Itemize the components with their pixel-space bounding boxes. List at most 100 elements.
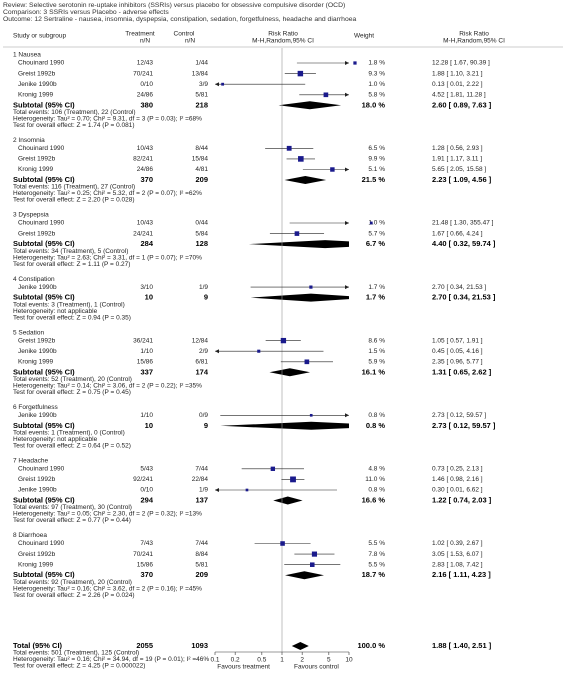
study-name: Kronig 1999 xyxy=(18,561,53,568)
weight: 5.9 % xyxy=(368,359,385,366)
risk-ratio: 0.73 [ 0.25, 2.13 ] xyxy=(432,466,483,473)
diamond xyxy=(250,293,349,302)
treatment: 1/10 xyxy=(140,412,153,419)
weight: 5.5 % xyxy=(368,540,385,547)
study-name: Chouinard 1990 xyxy=(18,60,65,67)
ci-arrow xyxy=(215,82,219,87)
risk-ratio: 1.88 [ 1.40, 2.51 ] xyxy=(432,641,492,650)
risk-ratio: 0.13 [ 0.01, 2.22 ] xyxy=(432,81,483,88)
weight: 7.8 % xyxy=(368,551,385,558)
col-plot-sub: M-H,Random,95% CI xyxy=(252,38,314,45)
study-name: Greist 1992b xyxy=(18,551,56,558)
control: 3/9 xyxy=(199,81,208,88)
treatment: 294 xyxy=(140,495,153,504)
control: 13/84 xyxy=(192,70,209,77)
group-name: 5 Sedation xyxy=(13,329,44,336)
risk-ratio: 2.70 [ 0.34, 21.53 ] xyxy=(432,284,486,291)
control: 7/44 xyxy=(195,540,208,547)
risk-ratio: 4.40 [ 0.32, 59.74 ] xyxy=(432,239,496,248)
col-study: Study or subgroup xyxy=(13,33,67,40)
weight: 5.8 % xyxy=(368,92,385,99)
control: 4/81 xyxy=(195,166,208,173)
note-test: Test for overall effect: Z = 2.20 (P = 0… xyxy=(13,197,135,204)
ci-arrow xyxy=(345,61,349,65)
note-test: Test for overall effect: Z = 4.25 (P = 0… xyxy=(13,663,145,670)
treatment: 10/43 xyxy=(137,220,154,227)
note-events: Total events: 1 (Treatment), 0 (Control) xyxy=(13,430,125,437)
study-name: Chouinard 1990 xyxy=(18,540,65,547)
weight: 1.7 % xyxy=(368,284,385,291)
weight: 1.0 % xyxy=(368,81,385,88)
treatment: 24/86 xyxy=(137,92,154,99)
diamond xyxy=(291,642,309,650)
study-name: Greist 1992b xyxy=(18,70,56,77)
study-name: Jenike 1990b xyxy=(18,284,57,291)
control: 6/81 xyxy=(195,359,208,366)
subtotal-label: Subtotal (95% CI) xyxy=(13,367,75,376)
control: 5/81 xyxy=(195,92,208,99)
note-heterogeneity: Heterogeneity: Tau² = 2.63; Chi² = 3.31,… xyxy=(13,254,202,261)
x-tick-label: 0.2 xyxy=(231,657,240,664)
study-name: Chouinard 1990 xyxy=(18,145,65,152)
subtotal-label: Subtotal (95% CI) xyxy=(13,570,75,579)
risk-ratio: 2.73 [ 0.12, 59.57 ] xyxy=(432,412,486,419)
subtotal-label: Subtotal (95% CI) xyxy=(13,100,75,109)
weight: 0.8 % xyxy=(368,487,385,494)
study-name: Greist 1992b xyxy=(18,230,56,237)
note-heterogeneity: Heterogeneity: Tau² = 0.70; Chi² = 9.31,… xyxy=(13,116,202,123)
control: 218 xyxy=(195,100,208,109)
weight: 8.6 % xyxy=(368,337,385,344)
treatment: 7/43 xyxy=(140,540,153,547)
note-events: Total events: 34 (Treatment), 5 (Control… xyxy=(13,248,128,255)
treatment: 70/241 xyxy=(133,70,153,77)
diamond xyxy=(273,496,303,505)
risk-ratio: 2.83 [ 1.08, 7.42 ] xyxy=(432,561,483,568)
note-events: Total events: 97 (Treatment), 30 (Contro… xyxy=(13,504,132,511)
risk-ratio: 1.02 [ 0.39, 2.67 ] xyxy=(432,540,483,547)
col-weight: Weight xyxy=(354,33,374,40)
col-rr: Risk Ratio xyxy=(459,31,489,38)
risk-ratio: 0.30 [ 0.01, 6.62 ] xyxy=(432,487,483,494)
treatment: 10 xyxy=(145,293,153,302)
plot-area xyxy=(220,101,349,650)
study-name: Chouinard 1990 xyxy=(18,466,65,473)
control: 12/84 xyxy=(192,337,209,344)
note-events: Total events: 501 (Treatment), 125 (Cont… xyxy=(13,650,139,657)
treatment: 337 xyxy=(140,367,153,376)
risk-ratio: 1.88 [ 1.10, 3.21 ] xyxy=(432,70,483,77)
favours-right: Favours control xyxy=(294,664,339,671)
weight: 18.7 % xyxy=(362,570,386,579)
risk-ratio: 4.52 [ 1.81, 11.28 ] xyxy=(432,92,486,99)
note-test: Test for overall effect: Z = 2.26 (P = 0… xyxy=(13,592,135,599)
note-heterogeneity: Heterogeneity: not applicable xyxy=(13,308,98,315)
study-square xyxy=(311,551,318,557)
x-tick-label: 0.5 xyxy=(257,657,266,664)
treatment: 3/10 xyxy=(140,284,153,291)
study-name: Greist 1992b xyxy=(18,156,56,163)
control: 1/44 xyxy=(195,60,208,67)
group-name: 2 Insomnia xyxy=(13,137,45,144)
note-heterogeneity: Heterogeneity: Tau² = 0.05; Chi² = 2.30,… xyxy=(13,511,202,518)
ci-arrow xyxy=(215,488,219,492)
risk-ratio: 21.48 [ 1.30, 355.47 ] xyxy=(432,220,494,227)
diamond xyxy=(269,368,311,377)
study-square xyxy=(286,145,292,151)
risk-ratio: 3.05 [ 1.53, 6.07 ] xyxy=(432,551,483,558)
treatment: 92/241 xyxy=(133,476,153,483)
col-plot: Risk Ratio xyxy=(268,31,298,38)
control: 128 xyxy=(195,239,208,248)
note-test: Test for overall effect: Z = 0.94 (P = 0… xyxy=(13,314,131,321)
weight: 4.8 % xyxy=(368,466,385,473)
study-name: Jenike 1990b xyxy=(18,81,57,88)
control: 2/9 xyxy=(199,348,208,355)
diamond xyxy=(248,240,349,249)
diamond xyxy=(278,101,342,110)
study-square xyxy=(221,82,225,86)
col-treatment: Treatment xyxy=(125,31,155,38)
diamond xyxy=(220,421,349,430)
study-name: Greist 1992b xyxy=(18,476,56,483)
weight: 6.7 % xyxy=(366,239,386,248)
treatment: 82/241 xyxy=(133,156,153,163)
study-square xyxy=(297,70,304,77)
